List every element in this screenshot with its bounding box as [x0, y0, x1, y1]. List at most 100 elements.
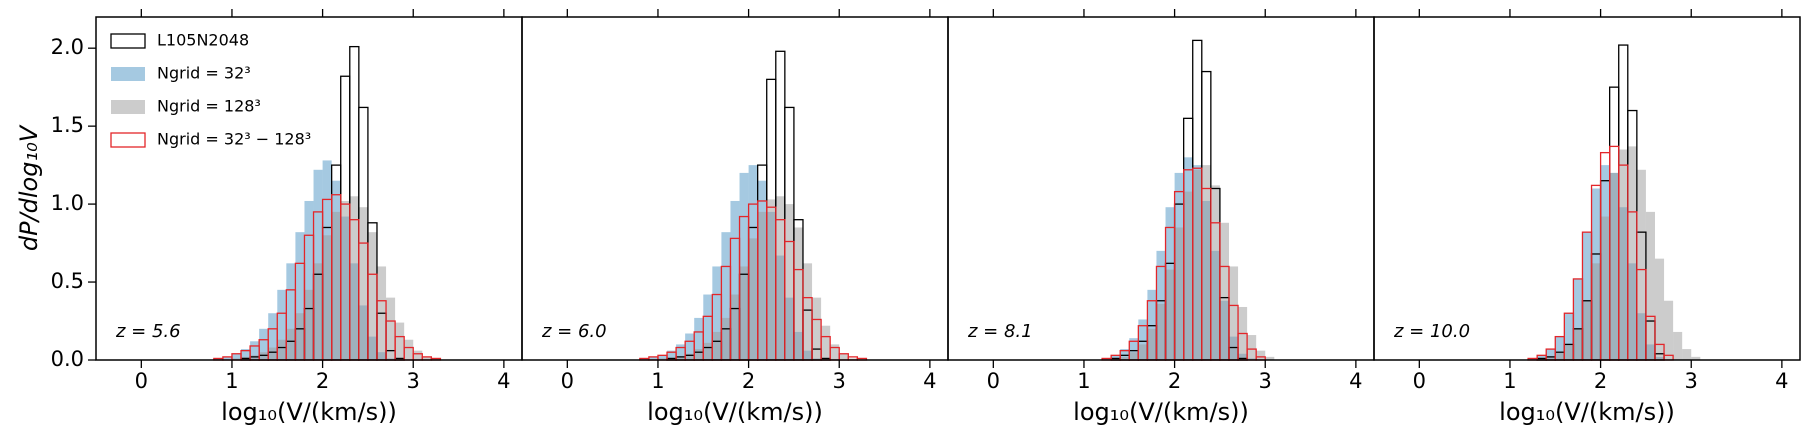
hist-bar — [1564, 313, 1574, 360]
x-tick-label: 3 — [833, 369, 846, 393]
hist-bar — [703, 342, 713, 360]
hist-bar — [422, 356, 432, 360]
hist-bar — [340, 200, 350, 360]
hist-bar — [250, 355, 260, 360]
hist-bar — [231, 358, 242, 360]
x-tick-label: 0 — [1413, 369, 1426, 393]
y-axis-label: dP/dlog₁₀V — [15, 124, 43, 251]
hist-bar — [259, 352, 269, 360]
hist-bar — [1600, 216, 1610, 360]
hist-bar — [1618, 149, 1628, 360]
hist-bar — [1528, 358, 1538, 360]
legend-swatch — [111, 67, 145, 81]
x-axis-label: log₁₀(V/(km/s)) — [1499, 398, 1675, 426]
hist-bar — [1654, 258, 1665, 360]
hist-bar — [1555, 352, 1565, 360]
hist-bar — [1174, 227, 1184, 360]
hist-bar — [1265, 356, 1275, 360]
hist-bar — [757, 211, 767, 360]
hist-bar — [431, 358, 441, 360]
hist-bar — [748, 238, 758, 360]
hist-bar — [1691, 356, 1701, 360]
hist-bar — [1573, 278, 1583, 360]
hist-bar — [830, 344, 840, 360]
hist-bar — [313, 263, 323, 360]
legend-label: Ngrid = 128³ — [157, 97, 261, 116]
hist-bar — [1165, 269, 1175, 360]
y-tick-label: 0.0 — [51, 347, 84, 371]
hist-bar — [286, 263, 296, 360]
x-tick-label: 0 — [135, 369, 148, 393]
x-tick-label: 3 — [407, 369, 420, 393]
x-tick-label: 1 — [1503, 369, 1516, 393]
hist-bar — [784, 204, 794, 360]
hist-bar — [667, 358, 677, 360]
hist-bar — [676, 344, 686, 360]
hist-bar — [1192, 169, 1202, 360]
hist-bar — [712, 331, 722, 360]
hist-bar — [413, 350, 423, 360]
x-tick-label: 2 — [316, 369, 329, 393]
hist-bar — [694, 317, 704, 360]
redshift-annotation: z = 5.6 — [115, 321, 181, 342]
hist-bar — [739, 266, 749, 360]
hist-bar — [1582, 232, 1592, 360]
hist-bar — [404, 339, 414, 360]
hist-bar — [766, 199, 776, 360]
axes-frame — [1373, 16, 1801, 361]
hist-bar — [1573, 328, 1583, 360]
x-tick-label: 1 — [651, 369, 664, 393]
x-tick-label: 4 — [1775, 369, 1788, 393]
hist-bar — [349, 196, 359, 360]
hist-bar — [268, 347, 278, 360]
hist-bar — [1201, 165, 1211, 360]
y-tick-label: 1.5 — [51, 113, 84, 137]
x-tick-label: 3 — [1259, 369, 1272, 393]
redshift-annotation: z = 8.1 — [967, 321, 1033, 342]
hist-bar — [268, 313, 278, 360]
redshift-annotation: z = 10.0 — [1393, 321, 1470, 342]
hist-bar — [639, 358, 649, 360]
hist-bar — [222, 356, 232, 360]
hist-bar — [730, 294, 740, 360]
hist-bar — [1664, 300, 1674, 360]
hist-bar — [1138, 319, 1148, 360]
hist-bar — [1546, 349, 1556, 360]
hist-bar — [304, 200, 314, 360]
hist-bar — [213, 358, 223, 360]
hist-bar — [793, 227, 803, 360]
x-axis-label: log₁₀(V/(km/s)) — [221, 398, 397, 426]
hist-bar — [322, 235, 332, 360]
y-tick-label: 0.5 — [51, 269, 84, 293]
hist-bar — [1129, 352, 1139, 360]
hist-bar — [721, 317, 731, 360]
hist-bar — [1564, 344, 1574, 360]
hist-bar — [1645, 211, 1655, 360]
hist-bar — [812, 297, 822, 360]
hist-bar — [331, 211, 341, 360]
hist-bar — [1673, 331, 1683, 360]
x-tick-label: 1 — [1077, 369, 1090, 393]
hist-bar — [1129, 338, 1139, 360]
hist-bar — [821, 325, 831, 360]
redshift-annotation: z = 6.0 — [541, 321, 607, 342]
hist-bar — [1247, 335, 1257, 360]
hist-bar — [304, 289, 314, 360]
hist-bar — [1537, 355, 1547, 360]
x-tick-label: 1 — [225, 369, 238, 393]
x-tick-label: 0 — [561, 369, 574, 393]
hist-bar — [1210, 185, 1220, 360]
hist-bar — [241, 349, 251, 360]
hist-bar — [848, 358, 858, 360]
hist-bar — [1582, 300, 1592, 360]
hist-bar — [802, 263, 813, 360]
hist-bar — [250, 341, 260, 360]
hist-bar — [259, 328, 269, 360]
legend-label: Ngrid = 32³ − 128³ — [157, 130, 311, 149]
x-tick-label: 4 — [497, 369, 510, 393]
hist-bar — [277, 339, 287, 360]
hist-bar — [358, 207, 368, 360]
hist-bar — [712, 266, 722, 360]
